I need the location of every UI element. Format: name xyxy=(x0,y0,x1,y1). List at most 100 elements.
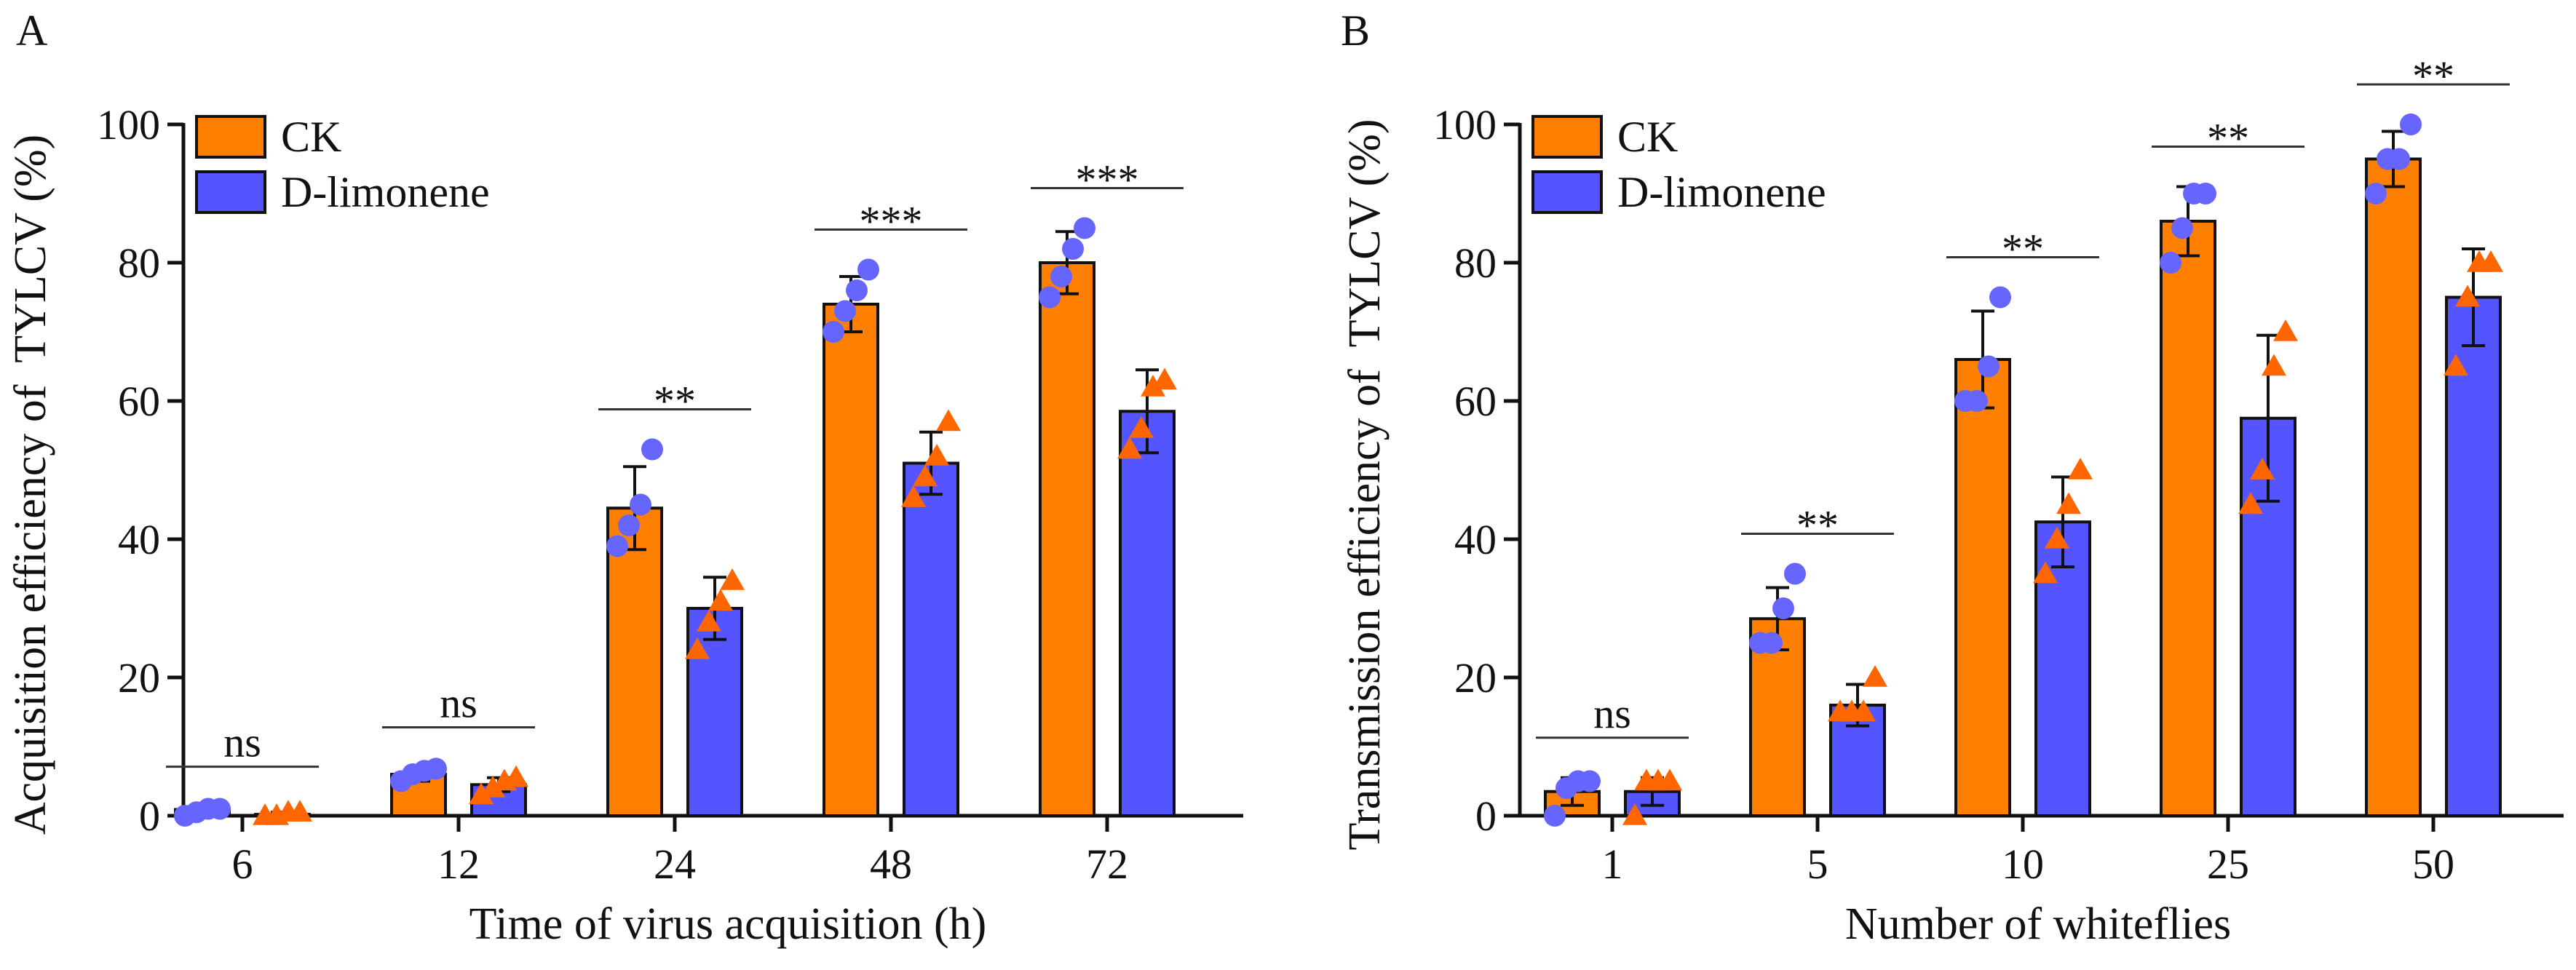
y-axis-title: Acquisition efficiency of TYLCV (%) xyxy=(6,135,55,835)
ck-data-point xyxy=(2365,183,2387,204)
significance-label: ns xyxy=(440,680,477,727)
ck-data-point xyxy=(1989,286,2011,309)
dlimonene-data-point xyxy=(913,464,938,487)
ck-bar xyxy=(2160,220,2216,817)
dlimonene-data-point xyxy=(2455,285,2480,307)
dlimonene-data-point xyxy=(1129,416,1154,438)
legend-swatch-dlimonene xyxy=(195,170,266,214)
ck-data-point xyxy=(425,758,447,780)
legend-label-dlimonene: D-limonene xyxy=(281,168,490,216)
ck-data-point xyxy=(2171,217,2193,239)
dlimonene-data-point xyxy=(685,637,710,659)
legend-swatch-ck xyxy=(1531,115,1603,159)
dlimonene-data-point xyxy=(2045,527,2069,549)
ck-data-point xyxy=(1761,632,1783,654)
ck-data-point xyxy=(1978,355,2000,378)
panel-a: A 0 20 40 60 80 100 Acquisition efficiency of T… xyxy=(6,7,1243,949)
dlimonene-data-point xyxy=(924,444,949,466)
group-12: 12 ns xyxy=(382,680,535,888)
y-tick-label: 60 xyxy=(1454,378,1497,425)
y-tick-label: 100 xyxy=(1433,101,1497,148)
y-tick-label: 80 xyxy=(118,239,160,287)
ck-data-point xyxy=(1050,266,1072,287)
x-tick-label: 12 xyxy=(437,840,480,888)
ck-bar xyxy=(823,303,879,817)
dlimonene-bar xyxy=(2445,295,2502,817)
group-5: 5 ** xyxy=(1741,502,1894,888)
x-tick-label: 25 xyxy=(2207,840,2249,888)
ck-data-point xyxy=(1579,770,1601,792)
ck-data-point xyxy=(2160,252,2181,274)
ck-data-point xyxy=(823,321,844,343)
ck-data-point xyxy=(1074,217,1095,239)
y-tick-label: 0 xyxy=(1475,792,1497,840)
ck-data-point xyxy=(1062,238,1084,260)
dlimonene-data-point xyxy=(1863,665,1887,687)
dlimonene-data-point xyxy=(469,782,494,805)
y-tick-label: 60 xyxy=(118,378,160,425)
ck-data-point xyxy=(834,300,856,322)
group-72: 72 *** xyxy=(1031,156,1184,888)
ck-data-point xyxy=(1784,562,1806,585)
y-tick-label: 40 xyxy=(1454,516,1497,563)
y-tick-label: 0 xyxy=(139,792,160,840)
ck-bar xyxy=(606,506,663,817)
legend-label-ck: CK xyxy=(1617,113,1678,161)
x-tick-label: 48 xyxy=(870,840,912,888)
ck-bar xyxy=(2365,157,2422,817)
y-tick-label: 20 xyxy=(1454,654,1497,701)
y-tick-label: 100 xyxy=(97,101,160,148)
ck-data-point xyxy=(209,798,231,820)
group-48: 48 *** xyxy=(815,198,967,888)
significance-label: ** xyxy=(2412,52,2454,100)
legend-swatch-dlimonene xyxy=(1531,170,1603,214)
dlimonene-bar xyxy=(903,461,959,817)
ck-data-point xyxy=(1966,390,1988,412)
ck-data-point xyxy=(2400,114,2422,135)
x-tick-label: 10 xyxy=(2002,840,2044,888)
x-tick-label: 24 xyxy=(654,840,696,888)
x-tick-label: 72 xyxy=(1086,840,1128,888)
dlimonene-data-point xyxy=(1851,699,1876,722)
legend: CK D-limonene xyxy=(1531,113,1826,216)
group-1: 1 ns xyxy=(1536,690,1689,888)
group-24: 24 ** xyxy=(598,378,751,888)
group-50: 50 ** xyxy=(2357,52,2510,888)
dlimonene-data-point xyxy=(1117,437,1142,459)
dlimonene-data-point xyxy=(1141,375,1165,397)
y-tick-label: 40 xyxy=(118,516,160,563)
dlimonene-data-point xyxy=(2033,561,2058,584)
significance-label: ** xyxy=(2207,115,2249,162)
panel-letter: A xyxy=(16,7,47,55)
ck-data-point xyxy=(2195,183,2216,204)
y-tick-label: 80 xyxy=(1454,239,1497,287)
dlimonene-bar xyxy=(1119,410,1176,817)
significance-label: ** xyxy=(654,378,696,425)
dlimonene-data-point xyxy=(504,765,528,787)
dlimonene-data-point xyxy=(1152,367,1177,390)
x-axis-title: Time of virus acquisition (h) xyxy=(469,899,987,949)
dlimonene-data-point xyxy=(2262,354,2286,376)
panel-letter: B xyxy=(1341,7,1370,55)
dlimonene-data-point xyxy=(936,409,961,432)
significance-label: ns xyxy=(1593,690,1631,737)
ck-bar xyxy=(1039,261,1095,817)
significance-label: *** xyxy=(1076,156,1139,204)
dlimonene-data-point xyxy=(2444,354,2468,376)
legend-label-dlimonene: D-limonene xyxy=(1617,168,1826,216)
ck-data-point xyxy=(641,438,663,461)
x-tick-label: 6 xyxy=(232,840,253,888)
y-tick-label: 20 xyxy=(118,654,160,701)
dlimonene-data-point xyxy=(480,776,505,798)
legend: CK D-limonene xyxy=(195,113,490,216)
ck-data-point xyxy=(846,279,868,301)
significance-label: ** xyxy=(1796,502,1839,549)
ck-data-point xyxy=(857,258,879,281)
ck-data-point xyxy=(1544,805,1566,827)
y-axis-title: Transmission efficiency of TYLCV (%) xyxy=(1340,119,1390,850)
ck-data-point xyxy=(1772,597,1794,619)
dlimonene-data-point xyxy=(2238,492,2263,514)
dlimonene-data-point xyxy=(2056,492,2081,514)
x-tick-label: 50 xyxy=(2412,840,2454,888)
